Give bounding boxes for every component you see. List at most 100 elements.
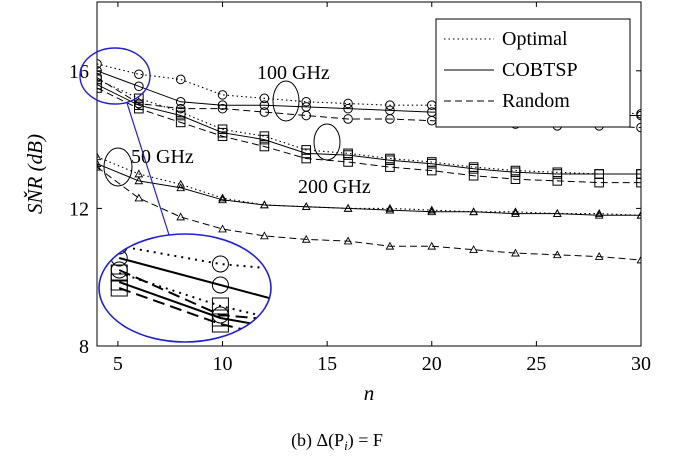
data-point [175, 117, 186, 128]
data-point [97, 74, 102, 85]
x-tick-label: 10 [213, 353, 233, 375]
data-point [343, 203, 353, 212]
data-point [636, 122, 641, 133]
data-point [343, 103, 353, 114]
data-point [176, 179, 186, 188]
data-point [97, 159, 102, 168]
data-point [134, 93, 144, 104]
zoom-data-point [314, 265, 330, 281]
data-point [427, 205, 437, 214]
figure-caption: (b) Δ(Pi) = F [291, 430, 383, 453]
data-point [97, 162, 102, 171]
data-point [134, 69, 144, 80]
data-point [469, 207, 478, 216]
series-8 [97, 162, 641, 264]
data-point [636, 255, 641, 264]
y-tick-label: 16 [69, 61, 89, 83]
data-point [218, 224, 227, 233]
data-point [511, 248, 520, 257]
y-axis-title: SŇR (dB) [23, 134, 47, 214]
data-point [301, 234, 311, 243]
group-ellipse [313, 123, 341, 161]
series-layer [97, 59, 641, 264]
data-point [385, 155, 395, 166]
data-point [426, 165, 437, 176]
data-point [636, 110, 641, 121]
data-point [343, 98, 353, 109]
zoom-inset-content [110, 237, 330, 342]
data-point [552, 176, 563, 186]
zoom-series-line [118, 281, 271, 337]
data-point [218, 195, 227, 204]
legend-label: Random [502, 90, 570, 112]
x-tick-label: 25 [526, 353, 546, 375]
series-7 [97, 159, 641, 219]
data-point [343, 114, 353, 124]
zoom-inset [79, 47, 330, 343]
series-5 [97, 83, 641, 188]
legend-label: COBTSP [502, 59, 578, 81]
data-point [385, 162, 395, 172]
data-point [469, 245, 478, 254]
zoom-data-point [314, 322, 330, 338]
data-point [217, 103, 228, 114]
data-point [134, 103, 144, 114]
data-point [427, 207, 437, 216]
data-point [134, 193, 144, 202]
data-point [97, 83, 102, 93]
data-point [134, 81, 144, 92]
data-point [552, 250, 562, 259]
data-point [385, 203, 395, 212]
zoom-series-line [118, 257, 271, 313]
data-point [552, 209, 562, 217]
series-line [97, 77, 641, 129]
data-point [175, 110, 186, 121]
zoom-series-line [118, 272, 271, 331]
data-point [301, 110, 312, 121]
series-line [97, 84, 641, 175]
data-point [468, 170, 479, 181]
data-point [175, 96, 186, 107]
data-point [385, 100, 395, 110]
data-point [636, 169, 641, 179]
data-point [468, 164, 479, 174]
data-point [217, 131, 228, 141]
data-point [343, 157, 353, 167]
series-group-label: 200 GHz [298, 176, 371, 198]
series-line [97, 163, 641, 216]
group-ellipse [272, 80, 300, 122]
data-point [343, 236, 353, 245]
data-point [259, 107, 270, 117]
data-point [218, 193, 227, 202]
series-line [97, 166, 641, 261]
data-point [510, 174, 521, 184]
zoom-connector [126, 102, 171, 239]
data-point [385, 205, 395, 214]
zoom-data-point [211, 255, 229, 273]
caption-tail: ) = F [348, 430, 383, 451]
data-point [385, 114, 395, 124]
data-point [97, 59, 102, 69]
data-point [511, 207, 520, 216]
zoom-data-point [314, 304, 330, 320]
data-point [510, 167, 521, 178]
zoom-data-point [110, 237, 128, 255]
y-tick-label: 8 [79, 336, 89, 358]
caption-text: (b) Δ(P [291, 430, 344, 451]
x-tick-label: 5 [113, 353, 123, 375]
zoom-data-point [110, 279, 128, 297]
series-line [97, 156, 641, 216]
data-point [260, 231, 269, 240]
legend: Optimal COBTSP Random [435, 18, 631, 128]
data-point [301, 202, 311, 211]
data-point [594, 210, 604, 219]
data-point [301, 148, 312, 159]
zoom-inset-border [98, 233, 272, 343]
zoom-source-ellipse [79, 47, 151, 105]
data-point [217, 90, 228, 100]
x-tick-label: 20 [422, 353, 442, 375]
data-point [594, 209, 604, 217]
y-tick-label: 12 [69, 198, 89, 220]
data-point [175, 74, 186, 85]
data-point [385, 241, 395, 250]
